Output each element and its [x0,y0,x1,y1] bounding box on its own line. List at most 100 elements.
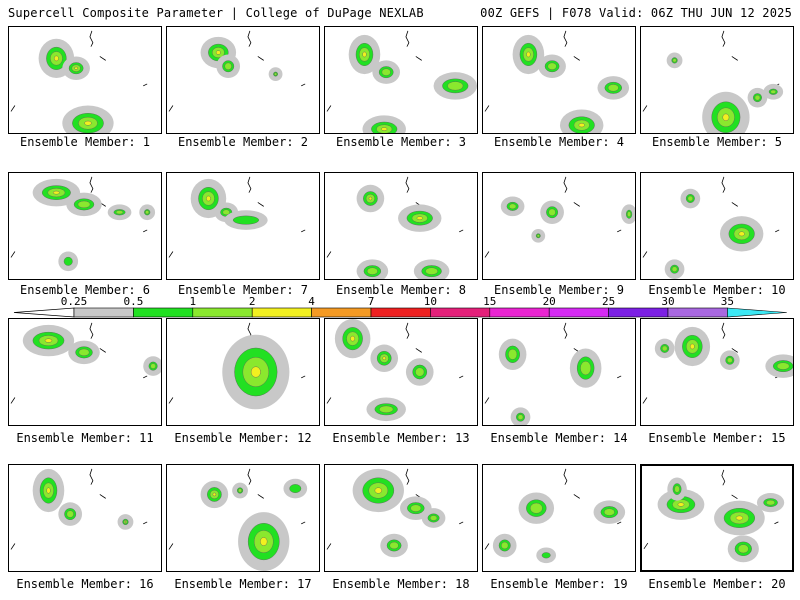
scp-contour-fill [78,348,90,357]
scp-contour-fill [627,211,632,217]
scp-contour-fill [77,200,91,209]
ensemble-member-panel[interactable] [482,318,636,426]
scp-contour-map [168,322,306,410]
scp-contour-fill [776,362,790,370]
scp-contour-map [10,468,148,550]
ensemble-member-label: Ensemble Member: 4 [493,135,625,149]
colorbar-bin [608,307,669,318]
ensemble-member-panel[interactable] [166,26,320,134]
ensemble-member-panel[interactable] [482,172,636,280]
colorbar-bin [667,307,728,318]
scp-contour-fill [722,113,730,121]
ensemble-member-panel[interactable] [166,318,320,426]
scp-contour-fill [44,338,53,343]
ensemble-member-panel[interactable] [324,464,478,572]
scp-contour-map [484,468,626,564]
scp-contour-fill [578,123,585,128]
scp-contour-fill [381,127,388,131]
ensemble-member-label: Ensemble Member: 3 [335,135,467,149]
scp-contour-fill [84,120,92,126]
scp-contour-map [10,176,156,272]
ensemble-member-label: Ensemble Member: 20 [648,577,786,591]
scp-contour-fill [447,81,464,91]
scp-contour-fill [368,196,373,201]
scp-contour-map [326,30,477,133]
product-title: Supercell Composite Parameter | College … [8,6,424,20]
map-boundary-line [642,322,780,404]
scp-contour-fill [607,84,619,92]
ensemble-member-label: Ensemble Member: 18 [332,577,470,591]
ensemble-member-panel[interactable] [640,464,794,572]
scp-contour-map [642,322,793,404]
scp-contour-fill [547,62,557,70]
scp-contour-fill [145,210,150,215]
ensemble-member-label: Ensemble Member: 17 [174,577,312,591]
scp-contour-fill [374,487,382,494]
colorbar-tick-label: 15 [483,295,496,308]
colorbar-bin [430,307,491,318]
colorbar-bin [192,307,253,318]
scp-contour-fill [541,552,551,559]
scp-contour-fill [754,94,761,101]
scp-contour-fill [425,267,438,275]
colorbar-bin [489,307,550,318]
scp-contour-map [168,30,306,112]
scp-contour-fill [687,195,694,202]
ensemble-member-panel[interactable] [8,26,162,134]
colorbar-tick-label: 4 [308,295,315,308]
colorbar-tick-label: 25 [602,295,615,308]
scp-contour-fill [415,367,425,377]
valid-time-label: 00Z GEFS | F078 Valid: 06Z THU JUN 12 20… [480,6,792,20]
ensemble-member-panel[interactable] [8,172,162,280]
scp-contour-map [326,176,464,279]
scp-contour-fill [517,414,524,420]
scp-contour-fill [671,266,678,272]
scp-contour-fill [770,89,777,94]
colorbar-below-arrow [13,307,75,318]
scp-contour-map [10,322,161,404]
scp-contour-fill [238,488,243,493]
colorbar-tick-label: 1 [189,295,196,308]
ensemble-member-panel[interactable] [640,318,794,426]
ensemble-member-label: Ensemble Member: 12 [174,431,312,445]
colorbar-tick-label: 30 [661,295,674,308]
colorbar-tick-label: 10 [424,295,437,308]
map-boundary-line [10,30,148,112]
ensemble-member-panel[interactable] [166,464,320,572]
ensemble-member-panel[interactable] [324,318,478,426]
scp-contour-fill [274,72,278,76]
scp-contour-fill [737,544,749,554]
ensemble-member-panel[interactable] [8,318,162,426]
ensemble-member-panel[interactable] [324,172,478,280]
map-boundary-line [168,30,306,112]
ensemble-member-label: Ensemble Member: 14 [490,431,628,445]
scp-contour-fill [603,508,615,516]
map-boundary-line [484,176,622,258]
scp-contour-fill [124,521,127,523]
scp-contour-fill [150,363,156,369]
scp-contour-map [326,468,464,558]
ensemble-member-panel[interactable] [166,172,320,280]
scp-contour-fill [206,195,211,202]
scp-contour-fill [215,50,221,55]
ensemble-member-panel[interactable] [640,172,794,280]
ensemble-member-panel[interactable] [482,464,636,572]
scp-contour-fill [580,361,592,376]
ensemble-member-panel[interactable] [8,464,162,572]
ensemble-member-panel[interactable] [482,26,636,134]
ensemble-member-label: Ensemble Member: 13 [332,431,470,445]
ensemble-member-panel[interactable] [324,26,478,134]
scp-contour-fill [672,58,677,63]
scp-contour-fill [289,484,302,493]
ensemble-member-label: Ensemble Member: 2 [177,135,309,149]
map-boundary-line [326,468,464,550]
ensemble-member-panel[interactable] [640,26,794,134]
scp-contour-fill [382,356,386,361]
ensemble-member-label: Ensemble Member: 9 [493,283,625,297]
colorbar-tick-label: 20 [543,295,556,308]
colorbar-bin [251,307,312,318]
map-boundary-line [642,30,780,112]
scp-contour-map [326,319,464,422]
map-boundary-line [168,322,306,404]
scp-contour-fill [526,51,531,58]
